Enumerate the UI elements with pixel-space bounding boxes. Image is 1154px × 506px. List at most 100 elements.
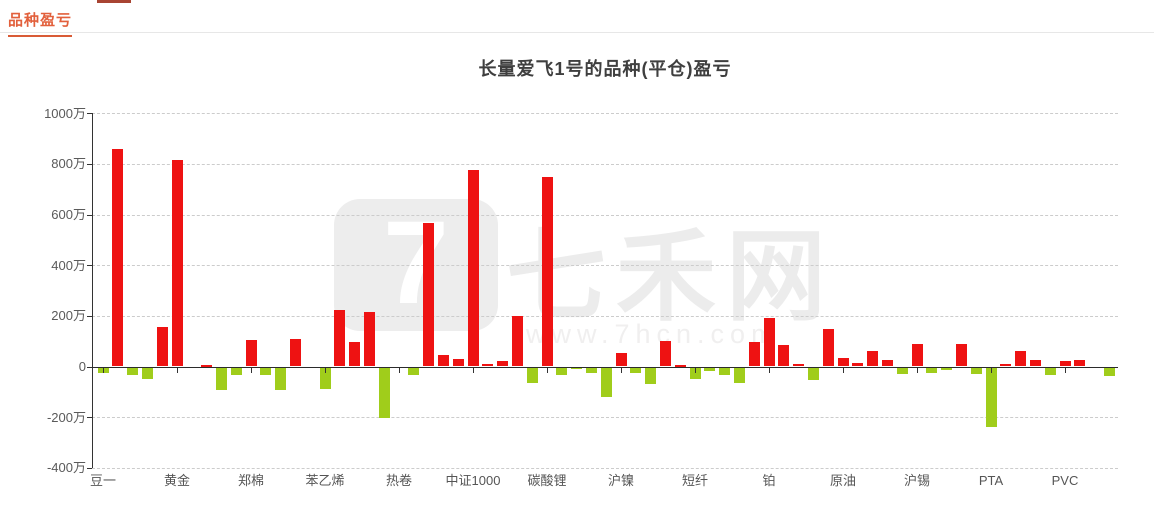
bar-18[interactable] [363, 312, 375, 367]
section-tab-variety-pnl[interactable]: 品种盈亏 [8, 9, 73, 37]
bar-33[interactable] [585, 367, 597, 373]
bar-46[interactable] [778, 344, 790, 367]
y-axis-tick [87, 315, 92, 317]
bar-26[interactable] [482, 363, 494, 367]
bar-23[interactable] [437, 355, 449, 367]
bar-43[interactable] [733, 367, 745, 383]
bar-15[interactable] [319, 367, 331, 390]
plot-area: 7 七禾网 www.7hcn.com 1000万 800万 600万 400万 200万… [0, 33, 1154, 506]
bar-27[interactable] [497, 361, 509, 367]
bar-28[interactable] [511, 315, 523, 367]
y-axis-tick [87, 113, 92, 115]
bar-38[interactable] [659, 341, 671, 367]
bar-47[interactable] [793, 363, 805, 367]
x-axis-tick [843, 367, 844, 373]
y-axis-tick [87, 265, 92, 267]
x-axis-label-碳酸锂: 碳酸锂 [527, 473, 567, 488]
bar-4[interactable] [156, 327, 168, 367]
bar-50[interactable] [837, 357, 849, 367]
bar-64[interactable] [1044, 367, 1056, 376]
y-axis-line [92, 113, 93, 468]
x-axis-label-PVC: PVC [1051, 473, 1079, 488]
y-axis-label: 0 [78, 359, 86, 374]
header-divider [0, 32, 1154, 33]
bar-25[interactable] [467, 170, 479, 367]
x-axis-tick [991, 367, 992, 373]
bar-53[interactable] [881, 360, 893, 367]
bar-61[interactable] [1000, 363, 1012, 367]
y-axis-label: -200万 [46, 409, 86, 425]
bar-55[interactable] [911, 343, 923, 367]
x-axis-label-铂: 铂 [762, 473, 776, 488]
bar-52[interactable] [867, 351, 879, 367]
gridline-400 [92, 265, 1118, 267]
bar-1[interactable] [112, 148, 124, 367]
gridline-600 [92, 214, 1118, 216]
bar-41[interactable] [704, 367, 716, 372]
bar-22[interactable] [423, 223, 435, 367]
bar-2[interactable] [127, 367, 139, 376]
bar-12[interactable] [275, 367, 287, 391]
bar-45[interactable] [763, 318, 775, 367]
x-axis-tick [177, 367, 178, 373]
bar-21[interactable] [408, 367, 420, 376]
bar-34[interactable] [600, 367, 612, 397]
url-watermark: www.7hcn.com [526, 319, 780, 349]
gridline-200 [92, 315, 1118, 317]
bar-63[interactable] [1029, 360, 1041, 367]
x-axis-tick [103, 367, 104, 373]
y-axis-label: 400万 [51, 257, 86, 273]
bar-35[interactable] [615, 352, 627, 367]
bar-59[interactable] [970, 367, 982, 374]
bar-54[interactable] [896, 367, 908, 374]
x-axis-tick [917, 367, 918, 373]
bar-30[interactable] [541, 176, 553, 367]
bar-58[interactable] [955, 343, 967, 367]
bar-17[interactable] [349, 342, 361, 367]
x-axis-label-原油: 原油 [829, 473, 856, 488]
x-axis-label-PTA: PTA [978, 473, 1004, 488]
bar-60[interactable] [985, 367, 997, 428]
bar-39[interactable] [674, 365, 686, 367]
bar-42[interactable] [719, 367, 731, 376]
bar-7[interactable] [201, 365, 213, 367]
bar-37[interactable] [645, 367, 657, 384]
bar-10[interactable] [245, 339, 257, 367]
clipped-element-top [97, 0, 131, 3]
bar-32[interactable] [571, 367, 583, 369]
bar-40[interactable] [689, 367, 701, 379]
bar-49[interactable] [822, 328, 834, 367]
bar-31[interactable] [556, 367, 568, 376]
bar-68[interactable] [1103, 367, 1115, 377]
bar-19[interactable] [378, 367, 390, 419]
bar-29[interactable] [526, 367, 538, 383]
y-axis-tick [87, 366, 92, 368]
variety-pnl-bar-chart: 长量爱飞1号的品种(平仓)盈亏 7 七禾网 www.7hcn.com 1000万… [0, 33, 1154, 506]
x-axis-label-短纤: 短纤 [681, 473, 708, 488]
x-axis-tick [769, 367, 770, 373]
bar-48[interactable] [807, 367, 819, 381]
bar-65[interactable] [1059, 361, 1071, 367]
x-axis-label-热卷: 热卷 [385, 473, 412, 488]
bar-44[interactable] [748, 342, 760, 367]
bar-62[interactable] [1015, 351, 1027, 367]
bar-11[interactable] [260, 367, 272, 376]
bar-36[interactable] [630, 367, 642, 373]
x-axis-tick [621, 367, 622, 373]
bar-13[interactable] [289, 338, 301, 367]
bar-9[interactable] [230, 367, 242, 376]
bar-5[interactable] [171, 160, 183, 367]
bar-66[interactable] [1074, 360, 1086, 367]
bar-51[interactable] [852, 362, 864, 367]
bar-24[interactable] [452, 358, 464, 367]
bar-57[interactable] [941, 367, 953, 371]
x-axis-tick [251, 367, 252, 373]
y-axis-label: 200万 [51, 308, 86, 324]
x-axis-tick [1065, 367, 1066, 373]
bar-56[interactable] [926, 367, 938, 373]
x-axis-label-苯乙烯: 苯乙烯 [305, 473, 345, 488]
bar-16[interactable] [334, 309, 346, 367]
bar-8[interactable] [215, 367, 227, 391]
bar-3[interactable] [141, 367, 153, 379]
